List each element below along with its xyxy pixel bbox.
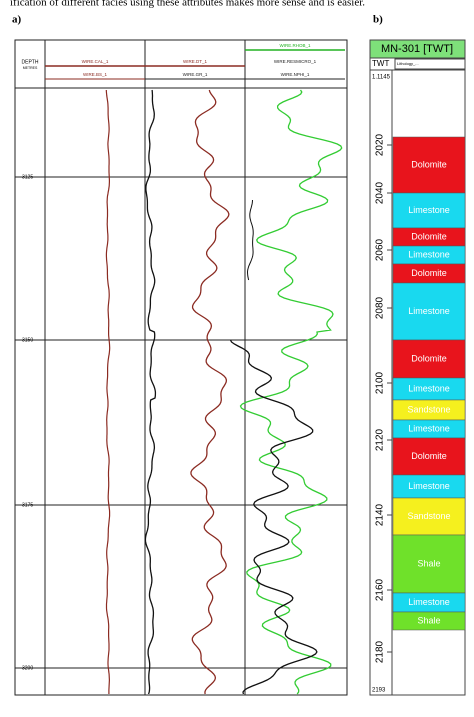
lith-tick-label: 2040 [375,181,386,204]
lith-label: Dolomite [411,159,447,169]
lith-tick-label: 2140 [375,503,386,526]
log-curve [229,339,318,695]
lith-label: Sandstone [407,511,450,521]
lith-label: Sandstone [407,404,450,414]
log-curve [246,199,254,281]
lith-layer [392,339,466,379]
lith-label: Limestone [408,306,450,316]
curve-name: WIRE.GR_1 [183,72,208,77]
lith-top: 1.1145 [372,75,391,81]
lith-label: Limestone [408,481,450,491]
lith-label: Limestone [408,205,450,215]
curve-name: WIRE.BS_1 [83,72,108,77]
depth-unit: METRES [23,66,38,70]
curve-name: WIRE.NPHI_1 [281,72,310,77]
lith-label: Limestone [408,423,450,433]
lith-tick-label: 2060 [375,238,386,261]
lith-tick-label: 2160 [375,578,386,601]
depth-tick-label: 3200 [22,665,33,671]
panel-label: a) [12,14,22,26]
lith-label: Limestone [408,597,450,607]
log-curve [144,89,157,695]
lith-label: Dolomite [411,353,447,363]
lith-label: Dolomite [411,268,447,278]
log-curve [239,89,343,695]
lith-label: Dolomite [411,451,447,461]
lith-label: Dolomite [411,231,447,241]
log-frame [14,39,348,696]
lith-label: Shale [417,615,440,625]
lith-layer [392,282,466,341]
curve-name: WIRE.CAL_1 [82,59,109,64]
caption: ification of different facies using thes… [10,0,365,9]
lith-track-header [394,58,466,70]
lith-tick-label: 2080 [375,296,386,319]
log-curve [190,89,230,695]
lith-layer [392,192,466,229]
lith-axis: TWT [372,59,389,68]
depth-tick-label: 3175 [22,502,33,508]
lith-label: Limestone [408,249,450,259]
panel-label: b) [373,14,383,26]
lith-tick-label: 2180 [375,640,386,663]
lith-title: MN-301 [TWT] [381,43,453,55]
lith-tick-label: 2100 [375,371,386,394]
curve-name: WIRE.DT_1 [183,59,208,64]
lith-tick-label: 2020 [375,133,386,156]
depth-header: DEPTH [22,59,39,65]
lith-title-bg [369,39,466,59]
lith-tick-label: 2120 [375,428,386,451]
lith-layer [392,497,466,536]
lith-bottom: 2193 [372,688,386,694]
curve-name: WIRE.RESMICRO_1 [274,59,317,64]
curve-name: WIRE.RHOB_1 [279,43,311,48]
lith-track: Lithology_... [397,61,419,66]
lith-layer [392,534,466,594]
lith-label: Shale [417,558,440,568]
depth-tick-label: 3125 [22,174,33,180]
depth-tick-label: 3150 [22,337,33,343]
lith-layer [392,611,466,631]
lith-layer [392,437,466,476]
lith-label: Limestone [408,383,450,393]
log-curve [105,89,111,694]
